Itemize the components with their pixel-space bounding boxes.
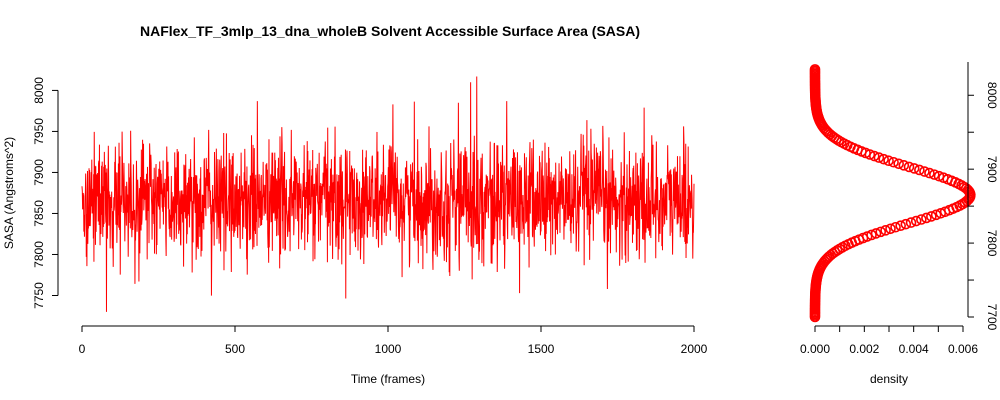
y-axis: 7750 7800 7850 7900 7950 8000 (32, 77, 59, 309)
x-axis-label: Time (frames) (351, 372, 425, 386)
density-y-tick-label: 7800 (985, 230, 999, 257)
chart-title: NAFlex_TF_3mlp_13_dna_wholeB Solvent Acc… (140, 23, 640, 39)
sasa-line-plot (81, 76, 695, 312)
density-point (916, 214, 927, 225)
density-point (958, 181, 970, 193)
density-point (908, 163, 920, 174)
density-y-tick-label: 7900 (985, 156, 999, 183)
density-point (885, 223, 896, 235)
density-point (895, 220, 906, 231)
density-point (873, 152, 885, 163)
density-x-axis-label: density (870, 372, 908, 386)
density-x-tick-label: 0.004 (899, 342, 929, 356)
density-point (898, 160, 910, 171)
density-panel: 0.000 0.002 0.004 0.006 7700 7800 7900 8000 de… (800, 62, 999, 386)
density-point (831, 245, 843, 256)
density-x-tick-label: 0.002 (849, 342, 879, 356)
density-x-axis: 0.000 0.002 0.004 0.006 (800, 325, 978, 356)
density-point (938, 172, 949, 184)
sasa-series-line (81, 76, 695, 312)
density-point (910, 215, 922, 227)
y-tick-label: 7750 (32, 282, 46, 309)
x-tick-label: 1000 (375, 342, 402, 356)
x-tick-label: 500 (225, 342, 245, 356)
x-tick-label: 1500 (528, 342, 555, 356)
x-tick-label: 2000 (681, 342, 708, 356)
density-point (890, 221, 901, 233)
x-axis: 0 500 1000 1500 2000 (79, 325, 708, 356)
density-y-tick-label: 7700 (985, 304, 999, 331)
density-point (880, 225, 891, 236)
density-point (905, 217, 917, 228)
density-point (924, 167, 935, 179)
density-point (883, 155, 894, 166)
density-point (809, 64, 821, 75)
density-point (878, 153, 889, 165)
y-axis-label: SASA (Angstroms^2) (2, 137, 16, 249)
density-point (870, 228, 882, 239)
y-tick-label: 7850 (32, 200, 46, 227)
density-x-tick-label: 0.000 (800, 342, 830, 356)
density-point (893, 158, 904, 170)
density-x-tick-label: 0.006 (948, 342, 978, 356)
density-point (930, 209, 942, 221)
density-point (888, 156, 899, 168)
y-tick-label: 7900 (32, 159, 46, 186)
density-point (903, 161, 915, 173)
density-point (921, 212, 932, 224)
density-point (914, 164, 925, 176)
y-tick-label: 7800 (32, 241, 46, 268)
density-y-tick-label: 8000 (985, 82, 999, 109)
density-y-axis: 7700 7800 7900 8000 (967, 62, 999, 331)
density-point (875, 226, 887, 238)
y-tick-label: 8000 (32, 77, 46, 104)
density-point (933, 170, 945, 182)
x-tick-label: 0 (79, 342, 86, 356)
y-tick-label: 7950 (32, 118, 46, 145)
density-point (929, 169, 940, 180)
density-point (900, 218, 912, 230)
timeseries-panel: 0 500 1000 1500 2000 7750 7800 7850 7900 7950 800… (2, 76, 708, 386)
density-point (926, 211, 937, 222)
density-curve (809, 64, 976, 323)
density-point (866, 229, 877, 241)
density-point (919, 166, 930, 177)
